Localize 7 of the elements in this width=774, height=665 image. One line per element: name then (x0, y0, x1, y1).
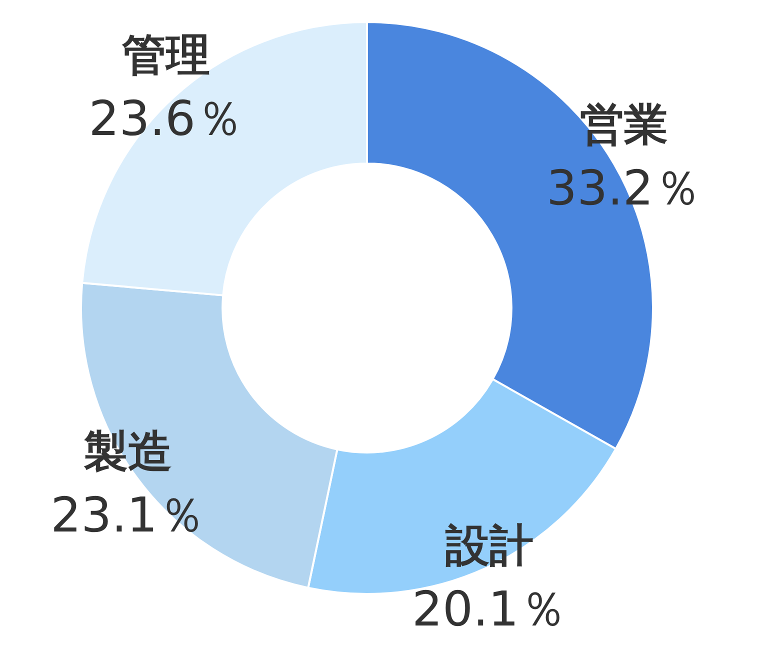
slice-label: 営業 (580, 100, 668, 151)
data-label: 23.6％ (88, 91, 244, 148)
data-label: 23.1％ (50, 488, 206, 544)
slice-label: 製造 (83, 426, 172, 478)
slice-label: 設計 (444, 520, 534, 572)
data-label: 20.1％ (412, 582, 567, 638)
slice-label: 管理 (121, 30, 210, 82)
